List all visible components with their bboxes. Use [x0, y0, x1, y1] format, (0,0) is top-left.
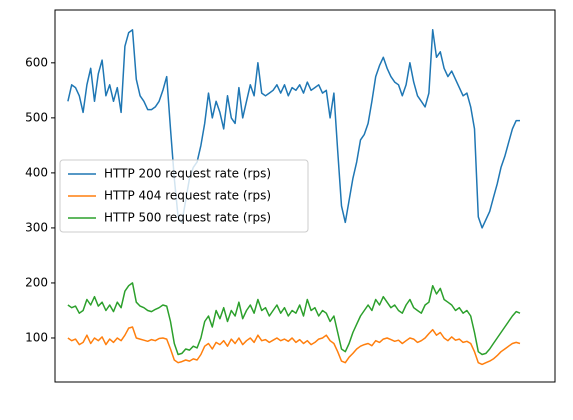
- y-tick-label: 600: [25, 55, 48, 69]
- series-line: [67, 326, 521, 366]
- series-line: [67, 29, 520, 229]
- plot-frame: [54, 9, 556, 383]
- legend: HTTP 200 request rate (rps) HTTP 404 requ…: [59, 159, 309, 233]
- y-tick-label: 300: [25, 220, 48, 234]
- legend-label: HTTP 500 request rate (rps): [104, 211, 271, 225]
- legend-label: HTTP 200 request rate (rps): [104, 167, 271, 181]
- y-tick-label: 200: [25, 275, 48, 289]
- legend-box: [59, 159, 309, 233]
- series-line: [67, 282, 521, 356]
- legend-label: HTTP 404 request rate (rps): [104, 189, 271, 203]
- y-tick-label: 400: [25, 165, 48, 179]
- y-tick-label: 100: [25, 330, 48, 344]
- y-tick-label: 500: [25, 110, 48, 124]
